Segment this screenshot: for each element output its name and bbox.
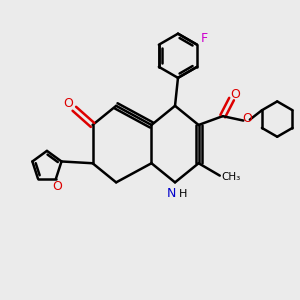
Text: O: O [52, 180, 62, 193]
Text: F: F [201, 32, 208, 45]
Text: O: O [242, 112, 252, 125]
Text: O: O [63, 97, 73, 110]
Text: CH₃: CH₃ [221, 172, 241, 182]
Text: H: H [179, 189, 187, 199]
Text: N: N [167, 187, 176, 200]
Text: O: O [230, 88, 240, 100]
